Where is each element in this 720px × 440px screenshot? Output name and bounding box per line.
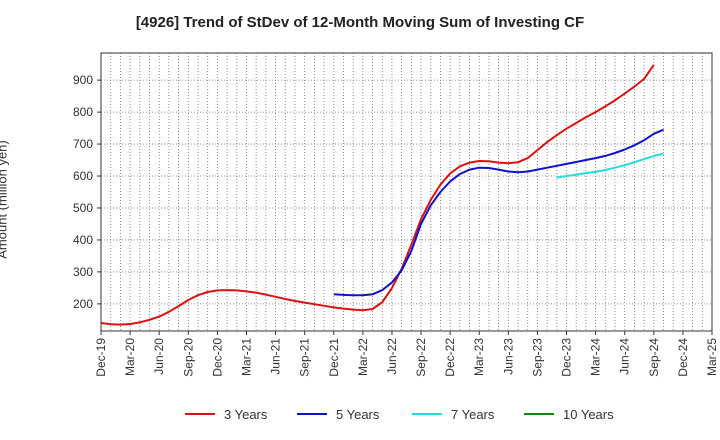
legend-label: 7 Years [451,407,495,422]
x-tick-labels: Dec-19 Mar-20 Jun-20 Sep-20 Dec-20 Mar-21 Jun-… [94,331,719,377]
x-tick-label: Sep-20 [181,338,195,377]
y-tick-label: 300 [73,265,93,279]
x-tick-label: Jun-23 [501,338,515,375]
x-tick-label: Jun-20 [152,338,166,375]
y-tick-labels: 200 300 400 500 600 700 800 900 [73,73,101,311]
x-tick-label: Mar-24 [589,338,603,376]
y-tick-label: 900 [73,73,93,87]
x-tick-label: Mar-25 [705,338,719,376]
grid-lines [100,53,713,331]
y-tick-label: 700 [73,137,93,151]
x-tick-label: Dec-19 [94,338,108,377]
chart-title: [4926] Trend of StDev of 12-Month Moving… [135,14,585,31]
x-tick-label: Mar-20 [123,338,137,376]
x-tick-label: Dec-24 [676,338,690,377]
legend-label: 3 Years [224,407,268,422]
x-tick-label: Jun-22 [385,338,399,375]
legend: 3 Years 5 Years 7 Years 10 Years [185,407,614,422]
series-line-5-years [333,128,664,297]
x-tick-label: Mar-23 [472,338,486,376]
series-lines [100,64,664,326]
x-tick-label: Dec-22 [443,338,457,377]
x-tick-label: Sep-21 [298,338,312,377]
x-tick-label: Mar-21 [239,338,253,376]
series-line-7-years [556,152,664,179]
x-tick-label: Sep-22 [414,338,428,377]
legend-label: 5 Years [336,407,380,422]
y-tick-label: 600 [73,169,93,183]
plot-border [100,52,713,332]
x-tick-label: Jun-24 [618,338,632,375]
legend-label: 10 Years [563,407,614,422]
y-tick-label: 200 [73,297,93,311]
y-tick-label: 500 [73,201,93,215]
x-tick-label: Sep-24 [647,338,661,377]
y-tick-label: 400 [73,233,93,247]
x-tick-label: Dec-23 [560,338,574,377]
x-tick-label: Dec-20 [210,338,224,377]
x-tick-label: Jun-21 [269,338,283,375]
x-tick-label: Sep-23 [530,338,544,377]
series-line-3-years [100,64,655,326]
y-tick-label: 800 [73,105,93,119]
x-tick-label: Dec-21 [327,338,341,377]
x-tick-label: Mar-22 [356,338,370,376]
